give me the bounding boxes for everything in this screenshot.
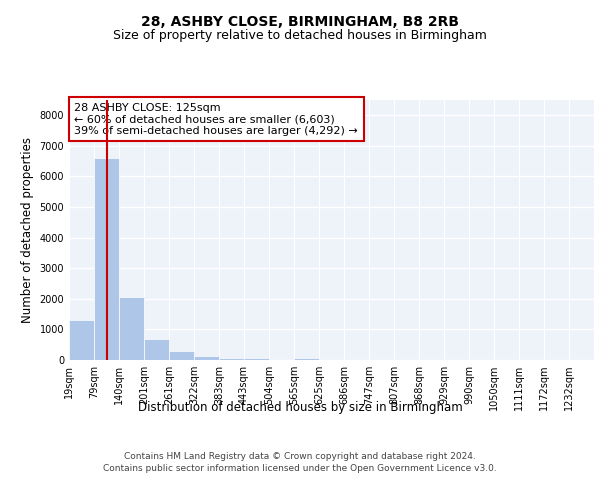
Text: 28 ASHBY CLOSE: 125sqm
← 60% of detached houses are smaller (6,603)
39% of semi-: 28 ASHBY CLOSE: 125sqm ← 60% of detached… (74, 102, 358, 136)
Y-axis label: Number of detached properties: Number of detached properties (21, 137, 34, 323)
Bar (94, 158, 119, 360)
Bar (169, 352, 194, 360)
Bar (194, 356, 219, 360)
Bar (294, 358, 319, 360)
Bar (219, 358, 244, 360)
Bar (69, 320, 94, 360)
Text: Contains HM Land Registry data © Crown copyright and database right 2024.
Contai: Contains HM Land Registry data © Crown c… (103, 452, 497, 473)
Bar (244, 358, 269, 360)
Bar (119, 298, 144, 360)
Text: Size of property relative to detached houses in Birmingham: Size of property relative to detached ho… (113, 30, 487, 43)
Text: 28, ASHBY CLOSE, BIRMINGHAM, B8 2RB: 28, ASHBY CLOSE, BIRMINGHAM, B8 2RB (141, 16, 459, 30)
Bar (144, 339, 169, 360)
Text: Distribution of detached houses by size in Birmingham: Distribution of detached houses by size … (137, 401, 463, 414)
